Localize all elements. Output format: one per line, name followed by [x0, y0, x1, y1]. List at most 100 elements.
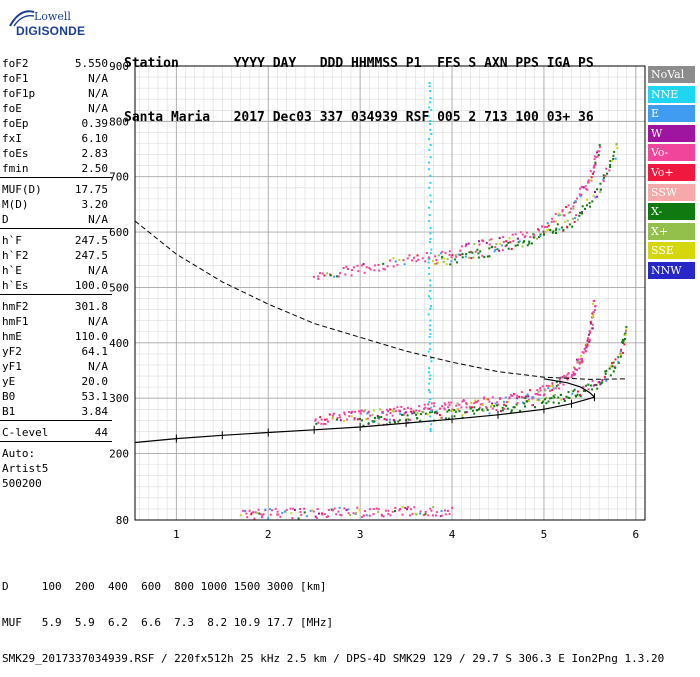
echo-point: [327, 509, 330, 511]
echo-point: [443, 408, 446, 411]
echo-point: [274, 507, 277, 510]
echo-point: [537, 390, 540, 393]
echo-point: [468, 406, 471, 409]
echo-point: [372, 513, 375, 515]
echo-point: [503, 407, 506, 410]
echo-point: [577, 360, 580, 363]
echo-point: [461, 256, 464, 259]
echo-point: [410, 410, 413, 413]
echo-point: [443, 402, 446, 405]
echo-point: [509, 241, 512, 244]
echo-point: [581, 205, 584, 208]
echo-point: [413, 411, 416, 414]
echo-point: [429, 101, 432, 104]
echo-point: [326, 272, 329, 275]
param-row-md: M(D) 3.20: [0, 197, 112, 212]
echo-point: [428, 220, 431, 223]
echo-point: [591, 315, 594, 318]
param-label: foF1: [2, 72, 29, 85]
echo-point: [434, 411, 437, 414]
echo-point: [327, 515, 329, 518]
legend-item-e: E: [648, 105, 695, 123]
echo-point: [567, 391, 570, 394]
echo-point: [321, 513, 324, 516]
param-value: 247.5: [74, 234, 108, 247]
echo-point: [567, 396, 570, 399]
echo-point: [529, 389, 531, 392]
param-label: D: [2, 213, 9, 226]
echo-point: [401, 513, 404, 516]
echo-point: [589, 170, 592, 173]
echo-point: [522, 401, 524, 404]
echo-point: [596, 387, 599, 390]
echo-point: [612, 154, 615, 157]
echo-point: [376, 415, 379, 417]
echo-point: [579, 395, 582, 398]
param-label: yE: [2, 375, 16, 388]
echo-point: [539, 387, 542, 390]
echo-point: [588, 333, 590, 336]
param-label: hmE: [2, 330, 22, 343]
echo-point: [394, 506, 397, 509]
header-value-5: RSF: [405, 110, 438, 125]
echo-point: [365, 266, 368, 269]
echo-point: [584, 185, 587, 188]
echo-point: [622, 351, 624, 354]
echo-point: [429, 342, 431, 345]
echo-point: [579, 195, 582, 198]
param-label: foF2: [2, 57, 29, 70]
echo-point: [579, 187, 582, 190]
param-value: 3.84: [81, 405, 109, 418]
series-trace_F2_2hop: [312, 144, 601, 280]
echo-point: [621, 338, 624, 341]
echo-point: [565, 395, 568, 398]
echo-point: [329, 274, 332, 277]
echo-point: [488, 247, 491, 250]
echo-point: [551, 231, 554, 234]
echo-point: [430, 360, 433, 363]
echo-point: [305, 515, 308, 518]
echo-point: [500, 244, 503, 247]
logo-line2: DIGISONDE: [16, 24, 86, 38]
echo-point: [330, 508, 333, 511]
echo-point: [445, 263, 448, 266]
echo-point: [552, 401, 555, 404]
echo-point: [605, 379, 608, 382]
param-row-fof2: foF2 5.550: [0, 56, 112, 71]
echo-point: [332, 509, 335, 512]
echo-point: [431, 514, 434, 517]
echo-point: [399, 413, 402, 416]
echo-point: [401, 506, 404, 509]
echo-point: [443, 257, 446, 260]
echo-point: [455, 255, 458, 258]
footer-file-line: SMK29_2017337034939.RSF / 220fx512h 25 k…: [2, 652, 665, 665]
echo-point: [572, 201, 575, 204]
echo-point: [624, 333, 627, 336]
param-value: 17.75: [74, 183, 108, 196]
echo-point: [541, 225, 544, 228]
echo-point: [619, 353, 622, 356]
param-value: 5.550: [74, 57, 108, 70]
echo-point: [442, 260, 445, 263]
echo-point: [609, 164, 612, 166]
echo-point: [548, 397, 551, 400]
echo-point: [250, 512, 253, 514]
echo-point: [461, 253, 464, 256]
echo-point: [592, 194, 595, 197]
echo-point: [440, 252, 442, 255]
echo-point: [539, 233, 542, 236]
echo-point: [514, 244, 517, 247]
echo-point: [516, 402, 519, 404]
param-label: h`Es: [2, 279, 29, 292]
echo-point: [453, 415, 456, 418]
echo-point: [345, 265, 348, 268]
echo-point: [599, 383, 602, 386]
echo-point: [562, 398, 565, 401]
echo-point: [317, 421, 320, 424]
echo-point: [591, 380, 594, 383]
legend-item-sse: SSE: [648, 242, 695, 260]
echo-point: [524, 405, 526, 408]
echo-point: [585, 350, 588, 353]
legend-item-x: X-: [648, 203, 695, 221]
echo-point: [398, 258, 401, 261]
